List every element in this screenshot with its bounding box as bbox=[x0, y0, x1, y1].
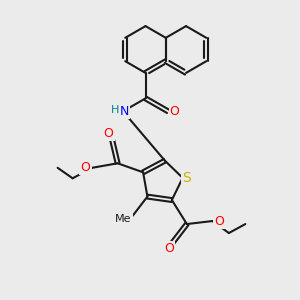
Text: O: O bbox=[81, 161, 91, 174]
Text: O: O bbox=[214, 214, 224, 227]
Text: Me: Me bbox=[115, 214, 132, 224]
Text: O: O bbox=[104, 127, 114, 140]
Text: H: H bbox=[110, 105, 119, 115]
Text: O: O bbox=[164, 242, 174, 255]
Text: O: O bbox=[170, 105, 179, 118]
Text: N: N bbox=[120, 105, 129, 118]
Text: S: S bbox=[182, 171, 191, 185]
